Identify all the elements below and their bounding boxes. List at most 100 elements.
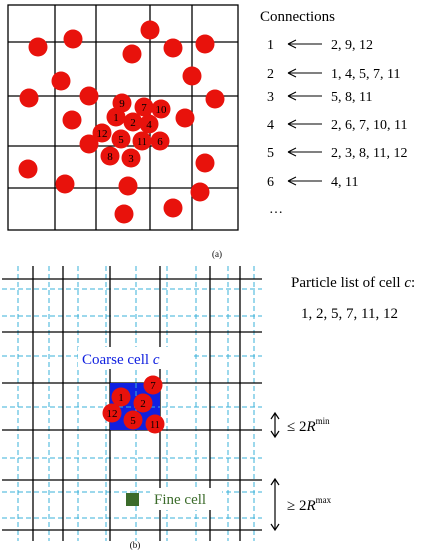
connection-id: 5 (267, 146, 274, 161)
connection-id: 1 (267, 38, 274, 53)
particle (175, 108, 195, 128)
connection-neighbors: 2, 6, 7, 10, 11 (331, 118, 407, 133)
particle (28, 37, 48, 57)
connection-id: 4 (267, 118, 274, 133)
particle-12: 12 (92, 123, 112, 143)
particle-7: 7 (134, 97, 154, 117)
double-arrow-icon (270, 411, 280, 439)
particle-label: 11 (137, 137, 147, 148)
particle-list-title: Particle list of cell c: (291, 275, 415, 291)
particle-label: 4 (146, 119, 152, 131)
particle (122, 44, 142, 64)
connection-row: 2 1, 4, 5, 7, 11 (267, 67, 400, 82)
connection-neighbors: 1, 4, 5, 7, 11 (331, 67, 400, 82)
particle-2: 2 (123, 112, 143, 132)
particle-label: 8 (107, 151, 113, 163)
caption-a: (a) (212, 249, 222, 259)
labeled-particles-a: 9 7 10 1 2 4 12 5 11 6 8 3 (92, 93, 171, 168)
particle-label: 7 (141, 102, 147, 114)
particle-label: 5 (130, 415, 136, 427)
connection-neighbors: 2, 9, 12 (331, 38, 373, 53)
arrow-left-icon (287, 91, 322, 101)
fine-cell-label: Fine cell (154, 492, 206, 508)
particle (114, 204, 134, 224)
particle (195, 153, 215, 173)
connection-id: 6 (267, 175, 274, 190)
connection-row: 6 4, 11 (267, 175, 358, 190)
coarse-cell-label: Coarse cell c (82, 352, 160, 368)
particle (182, 66, 202, 86)
double-arrow-icon (270, 477, 280, 532)
labeled-particles-b: 7 1 2 12 5 11 (102, 375, 165, 434)
caption-b: (b) (130, 540, 141, 550)
particle (62, 110, 82, 130)
particle (63, 29, 83, 49)
rmax-label: ≥ 2Rmax (287, 495, 332, 514)
particle-4: 4 (139, 114, 159, 134)
connection-id: 3 (267, 90, 274, 105)
fine-cell-marker (126, 493, 139, 506)
particle-label: 9 (119, 98, 125, 110)
particle (118, 176, 138, 196)
particle (79, 134, 99, 154)
particle-list-values: 1, 2, 5, 7, 11, 12 (301, 306, 398, 322)
arrow-left-icon (287, 176, 322, 186)
particle-label: 6 (157, 136, 163, 148)
arrow-left-icon (287, 39, 322, 49)
connection-row: 1 2, 9, 12 (267, 38, 373, 53)
particle-5: 5 (111, 129, 131, 149)
particle-label: 1 (113, 112, 119, 124)
particle-1: 1 (106, 107, 126, 127)
connection-row: 4 2, 6, 7, 10, 11 (267, 118, 407, 133)
rmin-label: ≤ 2Rmin (287, 416, 330, 435)
connection-neighbors: 4, 11 (331, 175, 358, 190)
particle (79, 86, 99, 106)
particle (18, 159, 38, 179)
connection-row: 5 2, 3, 8, 11, 12 (267, 146, 407, 161)
particle-label: 12 (97, 128, 108, 140)
particle (19, 88, 39, 108)
particle (163, 38, 183, 58)
particle-12: 12 (102, 403, 122, 423)
arrow-left-icon (287, 147, 322, 157)
connections-title: Connections (260, 9, 335, 25)
particle-1: 1 (111, 387, 131, 407)
particle (140, 20, 160, 40)
connection-row: 3 5, 8, 11 (267, 90, 372, 105)
unlabeled-particles-a (18, 20, 225, 224)
particle-3: 3 (121, 148, 141, 168)
particle-label: 11 (150, 420, 160, 431)
particle (205, 89, 225, 109)
particle (163, 198, 183, 218)
particle-5: 5 (123, 410, 143, 430)
panel-a: 9 7 10 1 2 4 12 5 11 6 8 3 Connections 1… (7, 4, 407, 259)
particle-label: 5 (118, 134, 124, 146)
coarse-cell-label-box: Coarse cell c (78, 347, 194, 369)
fine-cell-label-box: Fine cell (150, 488, 222, 510)
particle-label: 2 (130, 117, 136, 129)
particle (55, 174, 75, 194)
connection-neighbors: 2, 3, 8, 11, 12 (331, 146, 407, 161)
particle-6: 6 (150, 131, 170, 151)
particle-8: 8 (100, 146, 120, 166)
particle (195, 34, 215, 54)
arrow-left-icon (287, 68, 322, 78)
particle-label: 3 (128, 153, 134, 165)
particle-label: 10 (156, 104, 168, 116)
particle-label: 1 (118, 392, 124, 404)
particle-label: 7 (150, 380, 156, 392)
connection-id: 2 (267, 67, 274, 82)
particle-2: 2 (133, 393, 153, 413)
particle-10: 10 (151, 99, 171, 119)
particle (51, 71, 71, 91)
particle (190, 182, 210, 202)
particle-11: 11 (132, 131, 152, 151)
panel-b: 7 1 2 12 5 11 Coarse cell c Fine cell Pa… (2, 266, 415, 550)
particle-label: 2 (140, 398, 146, 410)
connection-neighbors: 5, 8, 11 (331, 90, 372, 105)
particle-11: 11 (145, 414, 165, 434)
particle-7: 7 (143, 375, 163, 395)
arrow-left-icon (287, 119, 322, 129)
connections-list: 1 2, 9, 12 2 1, 4, 5, 7, 11 3 5, 8, 11 4… (267, 38, 407, 217)
